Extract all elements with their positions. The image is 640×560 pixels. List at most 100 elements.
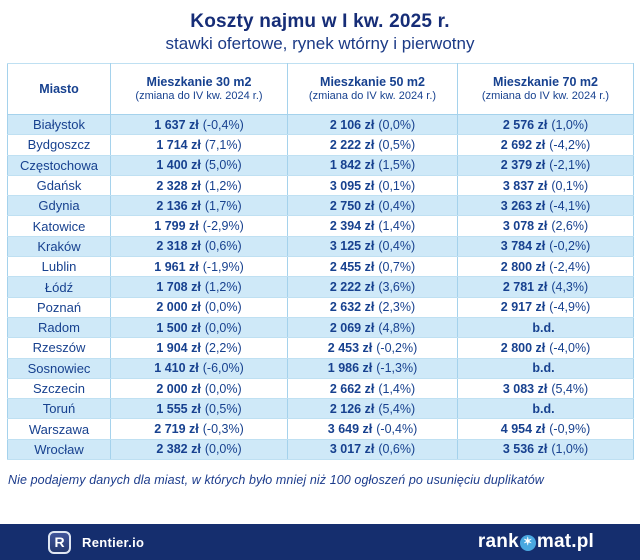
price-value: b.d.: [532, 320, 555, 335]
city-cell: Wrocław: [7, 438, 111, 461]
price-cell: 2 136 zł (1,7%): [110, 195, 288, 217]
city-cell: Sosnowiec: [7, 357, 111, 379]
rankomat-prefix: rank: [477, 531, 519, 552]
price-change: (0,0%): [204, 300, 242, 315]
table-row: Gdańsk 2 328 zł (1,2%) 3 095 zł (0,1%) 3 8…: [7, 174, 634, 197]
price-cell: 2 000 zł (0,0%): [110, 296, 288, 318]
price-change: (-2,9%): [202, 219, 244, 234]
rankomat-star-icon: ✶: [519, 534, 536, 551]
price-cell: 2 692 zł (-4,2%): [457, 134, 634, 156]
table-row: Toruń 1 555 zł (0,5%) 2 126 zł (5,4%) b.d.: [7, 398, 634, 420]
table-row: Częstochowa 1 400 zł (5,0%) 1 842 zł (1,5%…: [7, 154, 634, 176]
price-value: 1 904 zł: [156, 340, 201, 355]
price-cell: 3 017 zł (0,6%): [287, 438, 458, 461]
price-value: 3 125 zł: [329, 239, 375, 254]
table-row: Łódź 1 708 zł (1,2%) 2 222 zł (3,6%) 2 781…: [7, 276, 634, 298]
price-cell: 2 750 zł (0,4%): [287, 195, 458, 217]
price-cell: 2 106 zł (0,0%): [287, 113, 458, 136]
city-cell: Lublin: [7, 256, 111, 278]
price-cell: 2 453 zł (-0,2%): [287, 337, 458, 359]
price-value: 2 222 zł: [329, 137, 375, 152]
price-cell: 1 555 zł (0,5%): [110, 398, 288, 420]
price-value: 2 126 zł: [329, 401, 375, 416]
price-value: 3 649 zł: [327, 422, 373, 437]
price-value: 1 986 zł: [327, 361, 373, 376]
table-row: Radom 1 500 zł (0,0%) 2 069 zł (4,8%) b.d.: [7, 316, 634, 339]
price-cell: 2 781 zł (4,3%): [457, 276, 634, 298]
price-value: 4 954 zł: [500, 422, 546, 437]
price-cell: 3 784 zł (-0,2%): [457, 235, 634, 258]
price-cell: 2 917 zł (-4,9%): [457, 296, 634, 318]
rentier-logo: R Rentier.io: [48, 530, 144, 554]
price-value: 3 078 zł: [502, 219, 548, 234]
table-row: Białystok 1 637 zł (-0,4%) 2 106 zł (0,0%)…: [7, 113, 634, 136]
price-cell: 1 410 zł (-6,0%): [110, 357, 288, 379]
city-cell: Gdynia: [7, 195, 111, 217]
price-change: (1,4%): [378, 381, 416, 396]
price-change: (0,6%): [378, 442, 416, 457]
price-change: (-4,2%): [549, 137, 591, 152]
price-cell: 3 095 zł (0,1%): [287, 174, 458, 197]
city-cell: Rzeszów: [7, 337, 111, 359]
price-value: 2 453 zł: [327, 340, 373, 355]
city-cell: Białystok: [7, 113, 111, 136]
table-row: Bydgoszcz 1 714 zł (7,1%) 2 222 zł (0,5%) …: [7, 134, 634, 156]
column-header-city: Miasto: [7, 63, 111, 115]
price-value: 1 637 zł: [154, 117, 199, 132]
price-change: (0,7%): [378, 259, 416, 274]
rentier-r-icon: R: [48, 530, 71, 554]
table-row: Rzeszów 1 904 zł (2,2%) 2 453 zł (-0,2%) 2…: [7, 337, 634, 359]
price-change: (3,6%): [378, 280, 416, 295]
price-cell: 2 632 zł (2,3%): [287, 296, 458, 318]
price-value: 2 917 zł: [500, 300, 546, 315]
price-change: (-0,9%): [549, 422, 591, 437]
price-cell: 3 837 zł (0,1%): [457, 174, 634, 197]
price-change: (2,3%): [378, 300, 416, 315]
price-value: 2 632 zł: [329, 300, 375, 315]
price-change: (-0,4%): [376, 422, 418, 437]
rankomat-logo: rank ✶ mat.pl: [478, 531, 594, 553]
price-change: (-6,0%): [202, 361, 244, 376]
price-value: 1 961 zł: [154, 259, 199, 274]
price-value: 1 555 zł: [156, 401, 201, 416]
city-cell: Szczecin: [7, 377, 111, 400]
price-change: (1,0%): [551, 117, 589, 132]
price-change: (5,0%): [204, 158, 242, 173]
price-value: 1 714 zł: [156, 137, 201, 152]
price-cell: 3 263 zł (-4,1%): [457, 195, 634, 217]
price-cell: 3 083 zł (5,4%): [457, 377, 634, 400]
table-row: Gdynia 2 136 zł (1,7%) 2 750 zł (0,4%) 3 2…: [7, 195, 634, 217]
price-value: 3 837 zł: [502, 178, 548, 193]
price-change: (5,4%): [378, 401, 416, 416]
price-change: (-4,0%): [549, 340, 591, 355]
column-label: Miasto: [39, 81, 79, 96]
price-cell: 3 649 zł (-0,4%): [287, 418, 458, 440]
price-change: (-1,3%): [376, 361, 418, 376]
price-value: 1 708 zł: [156, 280, 201, 295]
table-body: Białystok 1 637 zł (-0,4%) 2 106 zł (0,0%)…: [7, 113, 634, 461]
price-cell: 2 455 zł (0,7%): [287, 256, 458, 278]
table-header: Miasto Mieszkanie 30 m2 (zmiana do IV kw…: [7, 63, 634, 115]
price-cell: 2 222 zł (3,6%): [287, 276, 458, 298]
footnote: Nie podajemy danych dla miast, w których…: [8, 473, 544, 488]
city-cell: Bydgoszcz: [7, 134, 111, 156]
price-cell: 2 576 zł (1,0%): [457, 113, 634, 136]
price-change: (0,0%): [204, 381, 242, 396]
column-header-30m2: Mieszkanie 30 m2 (zmiana do IV kw. 2024 …: [110, 63, 288, 115]
column-label: Mieszkanie 70 m2: [493, 75, 598, 89]
price-value: 2 750 zł: [329, 198, 375, 213]
price-value: 2 576 zł: [502, 117, 548, 132]
price-cell: 2 318 zł (0,6%): [110, 235, 288, 258]
price-change: (1,5%): [378, 158, 416, 173]
price-cell: 2 382 zł (0,0%): [110, 438, 288, 461]
price-cell: 1 986 zł (-1,3%): [287, 357, 458, 379]
price-value: 2 781 zł: [502, 280, 548, 295]
price-cell: 2 328 zł (1,2%): [110, 174, 288, 197]
price-value: 2 692 zł: [500, 137, 546, 152]
city-cell: Katowice: [7, 215, 111, 237]
table-header-row: Miasto Mieszkanie 30 m2 (zmiana do IV kw…: [7, 63, 634, 115]
price-change: (-4,9%): [549, 300, 591, 315]
price-cell: 4 954 zł (-0,9%): [457, 418, 634, 440]
price-change: (-0,3%): [202, 422, 244, 437]
table-row: Poznań 2 000 zł (0,0%) 2 632 zł (2,3%) 2 9…: [7, 296, 634, 318]
